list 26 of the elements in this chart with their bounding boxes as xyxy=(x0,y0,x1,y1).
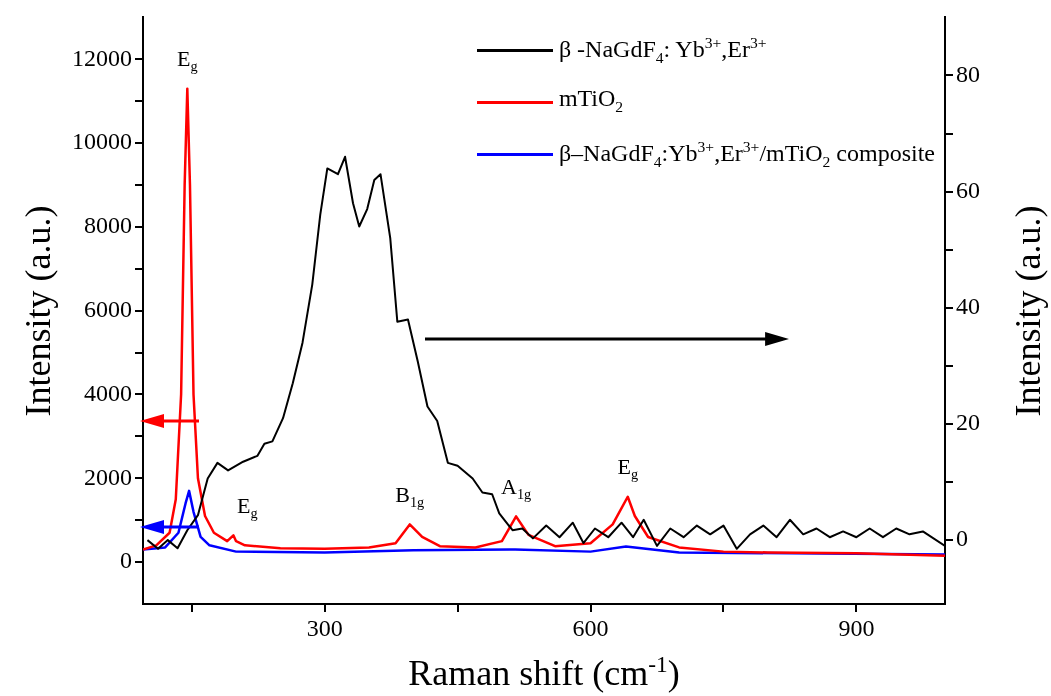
y-tick-label: 10000 xyxy=(72,128,132,155)
x-axis-title: Raman shift (cm$^{-1}$) xyxy=(408,650,680,694)
x-tick-label: 600 xyxy=(572,614,609,641)
y-axis-title: Intensity (a.u.) xyxy=(17,205,59,417)
y2-tick-label: 0 xyxy=(956,525,968,552)
text: β–NaGdF$_{4}$:Yb$^{3+}$,Er$^{3+}$/mTiO$_{2}$ composite xyxy=(558,137,935,170)
y2-tick-label: 60 xyxy=(956,176,980,203)
x-tick-label: 900 xyxy=(838,614,875,641)
y-tick-label: 12000 xyxy=(72,44,132,71)
x-tick-label: 300 xyxy=(306,614,343,641)
annotation: E$_{g}$ xyxy=(617,454,639,484)
y-tick-label: 4000 xyxy=(84,379,132,406)
y-tick-label: 0 xyxy=(120,547,132,574)
legend-label: β -NaGdF$_{4}$: Yb$^{3+}$,Er$^{3+}$ xyxy=(558,33,767,69)
y-tick-label: 6000 xyxy=(84,296,132,322)
y-tick-label: 8000 xyxy=(84,212,132,239)
annotation: A$_{1g}$ xyxy=(500,473,532,504)
y-tick-label: 2000 xyxy=(84,463,132,490)
y2-tick-label: 80 xyxy=(956,60,980,87)
y2-tick-label: 40 xyxy=(956,293,980,320)
y2-axis-title: Intensity (a.u.) xyxy=(1007,205,1049,417)
y2-tick-label: 20 xyxy=(956,409,980,436)
legend-label: mTiO$_{2}$ xyxy=(558,84,624,117)
annotation: E$_{g}$ xyxy=(237,492,258,522)
annotation: E$_{g}$ xyxy=(177,45,198,76)
annotation: B$_{1g}$ xyxy=(395,481,425,512)
